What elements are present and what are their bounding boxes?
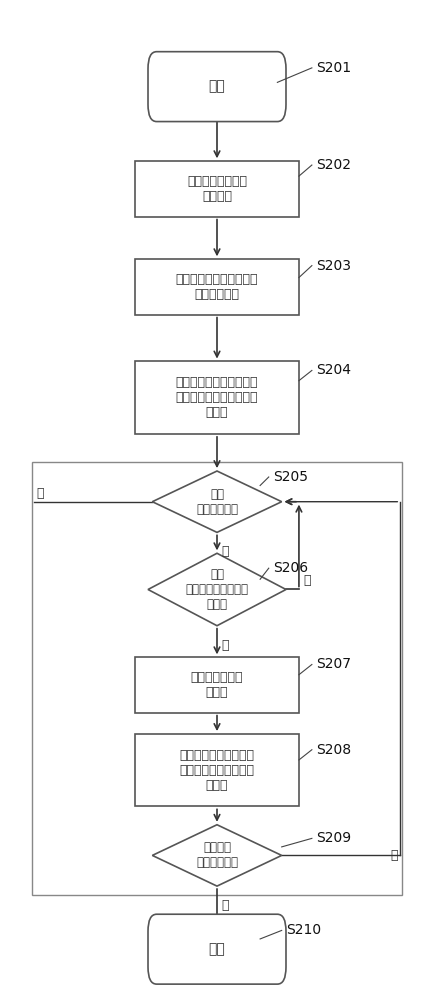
Text: S204: S204 [316, 363, 351, 377]
Text: 开始: 开始 [209, 80, 225, 94]
Text: 否: 否 [36, 487, 43, 500]
Text: S209: S209 [316, 831, 351, 845]
Text: S201: S201 [316, 61, 351, 75]
Text: S202: S202 [316, 158, 351, 172]
FancyBboxPatch shape [135, 657, 299, 713]
Text: S207: S207 [316, 657, 351, 671]
Polygon shape [148, 553, 286, 626]
FancyBboxPatch shape [148, 52, 286, 122]
Text: 否: 否 [303, 574, 311, 587]
Text: 判断资源
分配完毕与否: 判断资源 分配完毕与否 [196, 841, 238, 869]
Text: 否: 否 [391, 849, 398, 862]
Text: 是: 是 [222, 899, 230, 912]
Text: 中央处理单元根据出价
机制收取支付，分配网
络资源: 中央处理单元根据出价 机制收取支付，分配网 络资源 [180, 749, 254, 792]
FancyBboxPatch shape [135, 361, 299, 434]
Polygon shape [152, 471, 282, 532]
Text: 是: 是 [222, 545, 230, 558]
FancyBboxPatch shape [135, 734, 299, 806]
Text: 宏基站声明待拍卖
网络资源: 宏基站声明待拍卖 网络资源 [187, 175, 247, 203]
Text: S210: S210 [286, 923, 321, 937]
Bar [32, 462, 402, 895]
Text: 结束: 结束 [209, 942, 225, 956]
Text: S208: S208 [316, 743, 351, 757]
Polygon shape [152, 825, 282, 886]
Text: 中央处理单元划分网络资
源为多个时隙: 中央处理单元划分网络资 源为多个时隙 [176, 273, 258, 301]
FancyBboxPatch shape [148, 914, 286, 984]
Text: 小型基站向中央处理单元
递交网络资源需求量及效
用函数: 小型基站向中央处理单元 递交网络资源需求量及效 用函数 [176, 376, 258, 419]
Text: S203: S203 [316, 259, 351, 273]
Text: S206: S206 [273, 561, 308, 575]
FancyBboxPatch shape [135, 161, 299, 217]
Text: 判断
买家最低需求是否可
以满足: 判断 买家最低需求是否可 以满足 [185, 568, 249, 611]
Text: 拍卖决定本轮竞
价赢家: 拍卖决定本轮竞 价赢家 [191, 671, 243, 699]
FancyBboxPatch shape [135, 259, 299, 315]
Text: S205: S205 [273, 470, 308, 484]
Text: 是: 是 [222, 639, 230, 652]
Text: 判断
是否存在买家: 判断 是否存在买家 [196, 488, 238, 516]
